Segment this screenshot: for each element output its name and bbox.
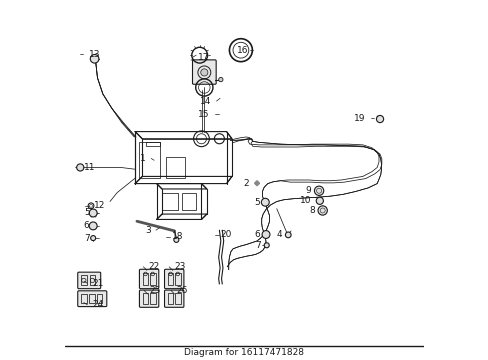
Bar (89, 275, 95, 285)
Text: 21: 21 (93, 279, 104, 288)
Bar (162, 193, 178, 211)
Circle shape (90, 54, 99, 63)
Circle shape (89, 209, 97, 217)
Text: 7: 7 (83, 234, 89, 243)
Text: 8: 8 (309, 206, 314, 215)
Text: 10: 10 (300, 196, 311, 205)
Text: 23: 23 (174, 262, 185, 271)
Polygon shape (254, 181, 259, 186)
Text: 4: 4 (276, 230, 282, 239)
Circle shape (218, 77, 223, 82)
Bar (167, 293, 173, 304)
Bar (175, 293, 180, 304)
Text: 19: 19 (353, 114, 365, 123)
Text: 25: 25 (149, 286, 161, 295)
Circle shape (261, 198, 269, 206)
Text: 7: 7 (254, 241, 260, 250)
Bar (142, 293, 148, 304)
Text: 9: 9 (305, 186, 310, 195)
Text: 13: 13 (88, 50, 100, 59)
Circle shape (317, 206, 326, 215)
Bar (175, 273, 180, 285)
Text: 18: 18 (171, 232, 183, 241)
Text: 1: 1 (140, 154, 145, 163)
Circle shape (285, 232, 290, 238)
Text: Diagram for 16117471828: Diagram for 16117471828 (184, 348, 304, 357)
Circle shape (90, 235, 96, 240)
Circle shape (316, 197, 323, 204)
Circle shape (314, 186, 323, 195)
Circle shape (174, 237, 179, 242)
Text: 11: 11 (84, 163, 96, 172)
Circle shape (89, 222, 97, 230)
Bar (97, 294, 102, 303)
Circle shape (376, 116, 383, 123)
Circle shape (77, 164, 83, 171)
Bar (182, 193, 196, 211)
Text: 12: 12 (94, 201, 105, 210)
Text: 20: 20 (220, 230, 231, 239)
Bar (145, 141, 160, 146)
FancyBboxPatch shape (164, 269, 183, 289)
Bar (149, 293, 155, 304)
Text: 22: 22 (148, 262, 160, 271)
Text: 15: 15 (198, 110, 209, 119)
FancyBboxPatch shape (78, 272, 101, 289)
Text: 5: 5 (83, 208, 89, 217)
FancyBboxPatch shape (139, 269, 159, 289)
Bar (167, 273, 173, 285)
Bar (139, 142, 160, 178)
Text: 26: 26 (176, 286, 187, 295)
Circle shape (262, 230, 269, 238)
Bar (89, 294, 94, 303)
Bar (149, 273, 155, 285)
Text: 24: 24 (93, 300, 104, 309)
FancyBboxPatch shape (192, 60, 216, 84)
Text: 6: 6 (254, 230, 260, 239)
FancyBboxPatch shape (139, 290, 159, 307)
Circle shape (201, 69, 207, 76)
Bar (81, 275, 86, 285)
Text: 5: 5 (254, 198, 260, 207)
FancyBboxPatch shape (78, 291, 106, 307)
Text: 16: 16 (236, 46, 247, 55)
Bar (142, 273, 148, 285)
Circle shape (264, 243, 269, 248)
Text: 6: 6 (83, 221, 89, 230)
Text: 2: 2 (243, 179, 249, 188)
Text: 17: 17 (198, 53, 209, 62)
Text: 3: 3 (144, 226, 150, 235)
Bar (165, 157, 185, 178)
FancyBboxPatch shape (164, 290, 183, 307)
Text: 14: 14 (200, 96, 211, 105)
Bar (81, 294, 86, 303)
